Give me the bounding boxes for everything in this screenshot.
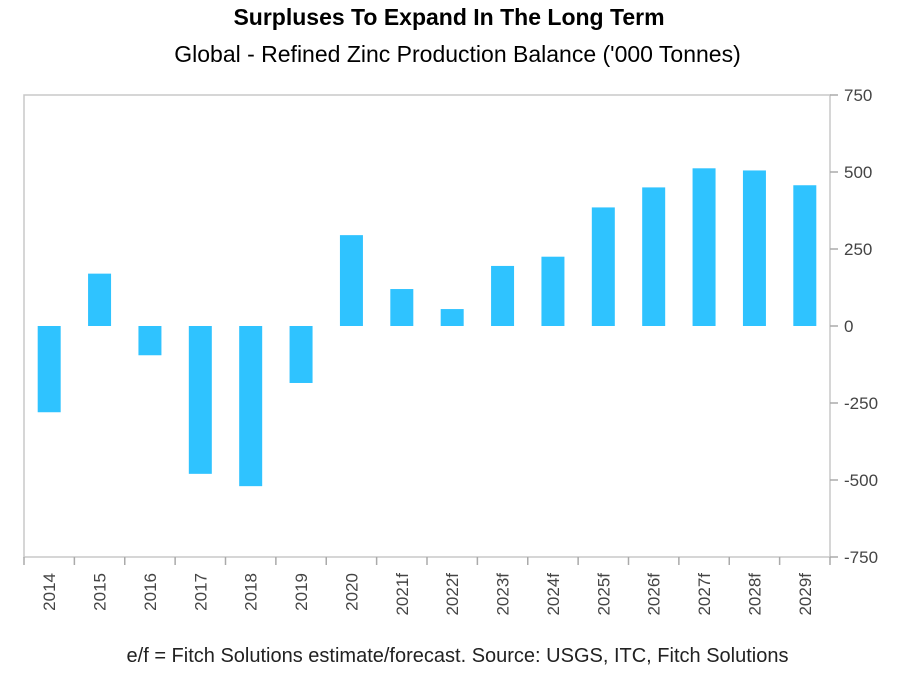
bar-2022f <box>440 309 464 326</box>
bar-2026f <box>642 187 666 326</box>
y-tick-label: -250 <box>844 394 878 413</box>
x-tick-label: 2015 <box>91 573 110 611</box>
bar-2029f <box>793 185 817 326</box>
x-tick-label: 2020 <box>342 573 361 611</box>
bar-2019 <box>289 326 313 383</box>
y-tick-label: -750 <box>844 548 878 567</box>
y-tick-label: 250 <box>844 240 872 259</box>
bar-2021f <box>390 289 414 326</box>
x-tick-label: 2024f <box>544 573 563 616</box>
x-tick-label: 2022f <box>443 573 462 616</box>
x-tick-label: 2027f <box>695 573 714 616</box>
x-tick-label: 2028f <box>745 573 764 616</box>
bar-2027f <box>692 168 716 326</box>
y-tick-label: 500 <box>844 163 872 182</box>
bar-2024f <box>541 256 565 326</box>
bar-2028f <box>742 170 766 326</box>
y-tick-label: 0 <box>844 317 853 336</box>
x-tick-label: 2018 <box>242 573 261 611</box>
x-tick-label: 2021f <box>393 573 412 616</box>
y-tick-label: 750 <box>844 86 872 105</box>
bar-2014 <box>37 326 61 413</box>
x-tick-label: 2014 <box>40 573 59 611</box>
bar-2015 <box>88 273 112 326</box>
x-tick-label: 2029f <box>796 573 815 616</box>
x-axis: 2014 2015 2016 2017 2018 2019 2020 2021f 2022f 20… <box>23 557 831 616</box>
bar-2023f <box>491 265 515 326</box>
bars-group <box>37 168 817 487</box>
chart-subtitle: Global - Refined Zinc Production Balance… <box>174 41 741 67</box>
source-footnote: e/f = Fitch Solutions estimate/forecast.… <box>126 645 789 667</box>
chart-title: Surpluses To Expand In The Long Term <box>233 4 665 30</box>
y-tick-label: -500 <box>844 471 878 490</box>
y-axis: 750 500 250 0 -250 -500 -750 <box>830 86 878 567</box>
x-tick-label: 2016 <box>141 573 160 611</box>
x-tick-label: 2025f <box>594 573 613 616</box>
bar-2017 <box>188 326 212 474</box>
bar-2025f <box>591 207 615 326</box>
x-tick-label: 2023f <box>494 573 513 616</box>
bar-2016 <box>138 326 162 356</box>
bar-2020 <box>339 235 363 326</box>
bar-2018 <box>239 326 263 487</box>
x-tick-label: 2019 <box>292 573 311 611</box>
x-tick-label: 2026f <box>645 573 664 616</box>
x-tick-label: 2017 <box>191 573 210 611</box>
